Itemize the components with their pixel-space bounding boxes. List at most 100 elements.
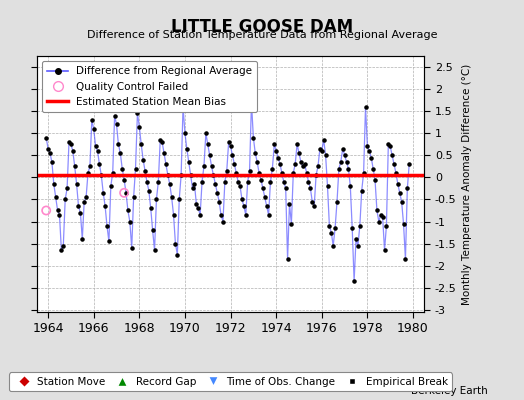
Point: [53, 207, 62, 214]
Point: [158, 139, 166, 145]
Point: [247, 99, 256, 106]
Point: [263, 203, 271, 209]
Point: [169, 212, 178, 218]
Point: [205, 152, 214, 158]
Point: [232, 170, 241, 176]
Point: [378, 214, 387, 220]
Point: [348, 225, 356, 231]
Point: [394, 181, 402, 187]
Point: [260, 194, 269, 200]
Point: [217, 212, 225, 218]
Point: [42, 134, 50, 141]
Point: [380, 247, 389, 254]
Point: [224, 139, 233, 145]
Point: [46, 150, 54, 156]
Point: [221, 178, 229, 185]
Point: [327, 229, 335, 236]
Point: [344, 165, 353, 172]
Point: [278, 170, 286, 176]
Point: [188, 185, 196, 192]
Point: [270, 141, 278, 148]
Point: [289, 170, 298, 176]
Point: [297, 159, 305, 165]
Point: [59, 242, 68, 249]
Point: [239, 203, 248, 209]
Point: [163, 172, 172, 178]
Point: [397, 198, 406, 205]
Point: [181, 130, 189, 136]
Point: [211, 181, 220, 187]
Point: [196, 212, 204, 218]
Point: [80, 198, 89, 205]
Point: [63, 185, 71, 192]
Point: [299, 163, 307, 170]
Text: Difference of Station Temperature Data from Regional Average: Difference of Station Temperature Data f…: [87, 30, 437, 40]
Point: [236, 183, 244, 190]
Point: [42, 207, 50, 214]
Point: [114, 141, 123, 148]
Point: [56, 212, 64, 218]
Point: [213, 190, 222, 196]
Text: LITTLE GOOSE DAM: LITTLE GOOSE DAM: [171, 18, 353, 36]
Point: [333, 198, 341, 205]
Point: [280, 178, 288, 185]
Point: [356, 223, 364, 229]
Point: [135, 124, 144, 130]
Point: [67, 141, 75, 148]
Point: [354, 242, 362, 249]
Point: [371, 176, 379, 183]
Point: [111, 112, 119, 119]
Point: [99, 190, 107, 196]
Point: [69, 148, 77, 154]
Point: [103, 223, 111, 229]
Point: [308, 198, 316, 205]
Point: [375, 218, 383, 225]
Point: [187, 172, 195, 178]
Point: [306, 185, 314, 192]
Point: [71, 163, 79, 170]
Point: [362, 104, 370, 110]
Point: [147, 205, 155, 212]
Point: [150, 247, 159, 254]
Point: [44, 146, 52, 152]
Point: [106, 183, 115, 190]
Point: [90, 126, 98, 132]
Point: [145, 188, 153, 194]
Point: [234, 178, 242, 185]
Point: [396, 190, 404, 196]
Point: [323, 183, 332, 190]
Point: [129, 194, 138, 200]
Point: [219, 218, 227, 225]
Point: [386, 143, 395, 150]
Point: [352, 236, 360, 242]
Point: [373, 207, 381, 214]
Point: [359, 170, 368, 176]
Point: [57, 247, 66, 254]
Point: [285, 201, 293, 207]
Point: [339, 146, 347, 152]
Point: [283, 256, 292, 262]
Point: [382, 223, 390, 229]
Point: [249, 134, 258, 141]
Point: [173, 252, 181, 258]
Legend: Station Move, Record Gap, Time of Obs. Change, Empirical Break: Station Move, Record Gap, Time of Obs. C…: [9, 372, 452, 391]
Point: [369, 165, 377, 172]
Point: [295, 150, 303, 156]
Point: [141, 168, 149, 174]
Point: [72, 181, 81, 187]
Point: [48, 159, 56, 165]
Point: [95, 161, 104, 167]
Point: [325, 223, 334, 229]
Point: [126, 218, 134, 225]
Point: [200, 163, 208, 170]
Point: [405, 161, 413, 167]
Point: [122, 190, 130, 196]
Point: [287, 220, 296, 227]
Point: [112, 121, 121, 128]
Point: [93, 148, 102, 154]
Point: [105, 238, 113, 244]
Point: [209, 172, 217, 178]
Point: [320, 137, 328, 143]
Point: [194, 205, 202, 212]
Point: [228, 152, 237, 158]
